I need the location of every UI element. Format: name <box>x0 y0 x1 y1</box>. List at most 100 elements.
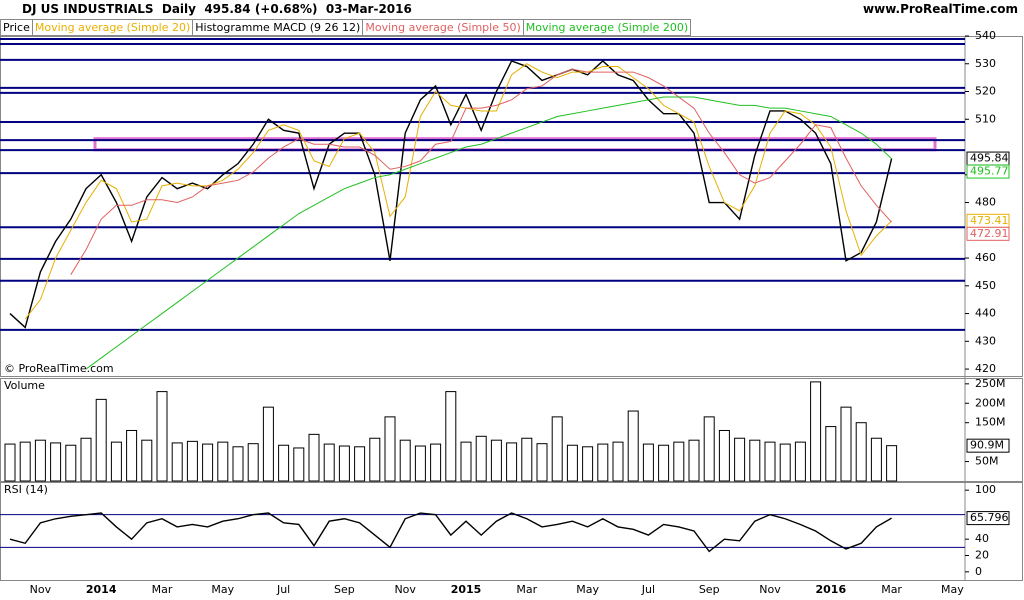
value-tag: 495.84 <box>970 152 1009 165</box>
site: www.ProRealTime.com <box>863 2 1018 16</box>
x-tick-label: Nov <box>759 583 781 596</box>
volume-bar <box>354 446 366 482</box>
volume-bar <box>658 444 670 482</box>
volume-bar <box>50 442 62 482</box>
y-tick-label: 20 <box>975 549 989 562</box>
legend-entry: Moving average (Simple 50) <box>362 19 524 36</box>
value-tag-box <box>966 164 1010 179</box>
x-tick-label: Mar <box>152 583 173 596</box>
y-tick-label: 480 <box>975 196 996 209</box>
volume-bar <box>186 440 198 482</box>
value-tag: 472.91 <box>970 227 1009 240</box>
volume-bar <box>536 443 548 482</box>
volume-bar <box>627 410 639 482</box>
x-tick-label: Sep <box>334 583 355 596</box>
volume-bar <box>673 441 685 482</box>
volume-bar <box>232 446 244 482</box>
x-tick-label: 2016 <box>815 583 846 596</box>
watermark: © ProRealTime.com <box>4 362 114 375</box>
legend-indicator: Histogramme MACD (9 26 12) <box>192 19 364 36</box>
volume-bar <box>794 441 806 482</box>
volume-bar <box>749 439 761 482</box>
value-tag: 90.9M <box>970 439 1004 452</box>
x-tick-label: May <box>576 583 599 596</box>
volume-bar <box>141 439 153 482</box>
volume-bar <box>734 437 746 482</box>
volume-bar <box>65 444 77 482</box>
volume-bar <box>566 444 578 482</box>
legend-entry: Moving average (Simple 200) <box>522 19 692 36</box>
volume-bar <box>490 439 502 482</box>
x-tick-label: 2015 <box>451 583 482 596</box>
header: DJ US INDUSTRIALS Daily 495.84 (+0.68%) … <box>0 0 1024 18</box>
volume-bar <box>369 437 381 482</box>
y-tick-label: 430 <box>975 334 996 347</box>
value-tag-box <box>966 438 1010 453</box>
volume-bar <box>338 445 350 482</box>
y-tick-label: 250M <box>975 377 1006 390</box>
x-tick-label: Jul <box>641 583 655 596</box>
volume-bar <box>825 426 837 482</box>
y-tick-label: 0 <box>975 565 982 578</box>
y-tick-label: 450 <box>975 279 996 292</box>
volume-bar <box>4 443 16 482</box>
volume-bar <box>95 398 107 482</box>
series-line <box>24 63 892 320</box>
volume-bar <box>80 437 92 482</box>
y-tick-label: 520 <box>975 85 996 98</box>
volume-bar <box>855 422 867 482</box>
volume-bar <box>764 441 776 482</box>
volume-bar <box>247 443 259 482</box>
y-tick-label: 150M <box>975 416 1006 429</box>
volume-bar <box>323 443 335 482</box>
legend: Price Moving average (Simple 20) Histogram… <box>0 19 692 36</box>
legend-entry: Moving average (Simple 20) <box>31 19 194 36</box>
volume-bar <box>110 441 122 482</box>
volume-bar <box>126 429 138 482</box>
volume-bar <box>460 441 472 482</box>
y-tick-label: 50M <box>975 455 999 468</box>
volume-bar <box>886 445 898 482</box>
volume-bar <box>384 416 396 482</box>
volume-bar <box>262 406 274 482</box>
volume-bar <box>399 439 411 482</box>
value-tag: 495.77 <box>970 165 1009 178</box>
volume-bar <box>582 446 594 482</box>
volume-bar <box>19 441 31 482</box>
volume-bar <box>642 443 654 482</box>
volume-bar <box>217 441 229 482</box>
panel-title: Volume <box>4 379 45 392</box>
value-tag: 65.796 <box>970 511 1009 524</box>
y-tick-label: 440 <box>975 307 996 320</box>
volume-bar <box>703 416 715 482</box>
volume-bar <box>688 439 700 482</box>
panel-frame <box>0 36 1023 377</box>
volume-bar <box>156 391 168 482</box>
y-tick-label: 510 <box>975 112 996 125</box>
title: DJ US INDUSTRIALS <box>22 2 154 16</box>
x-tick-label: Sep <box>699 583 720 596</box>
volume-bar <box>293 447 305 482</box>
y-tick-label: 40 <box>975 532 989 545</box>
series-line <box>85 96 892 370</box>
value-tag: 473.41 <box>970 214 1009 227</box>
y-tick-label: 530 <box>975 57 996 70</box>
volume-bar <box>34 439 46 482</box>
panel-frame <box>0 482 1023 581</box>
x-tick-label: Nov <box>30 583 52 596</box>
x-tick-label: May <box>211 583 234 596</box>
y-tick-label: 460 <box>975 251 996 264</box>
x-tick-label: Nov <box>394 583 416 596</box>
panel-frame <box>0 378 1023 482</box>
volume-bar <box>840 406 852 482</box>
header-left: DJ US INDUSTRIALS Daily 495.84 (+0.68%) … <box>22 0 412 18</box>
y-tick-label: 540 <box>975 29 996 42</box>
legend-entry: Price <box>0 19 33 36</box>
volume-bar <box>445 391 457 482</box>
series-line <box>9 60 893 329</box>
volume-bar <box>870 437 882 482</box>
volume-bar <box>506 442 518 482</box>
volume-bar <box>597 443 609 482</box>
